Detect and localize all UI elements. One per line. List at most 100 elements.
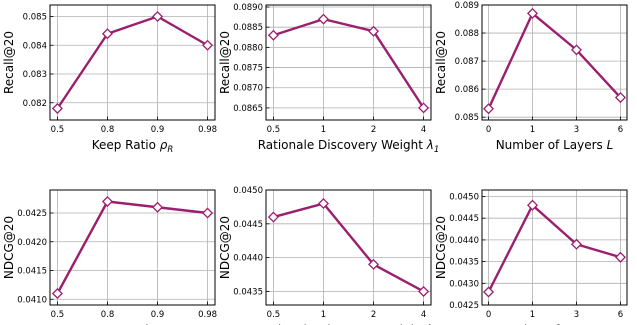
x-tick-label: 1: [321, 310, 326, 320]
data-point-marker: [483, 286, 495, 298]
y-tick-label: 0.0430: [449, 279, 479, 289]
y-tick-label: 0.0435: [233, 287, 263, 297]
axes-frame: [265, 4, 432, 121]
x-tick-label: 1: [530, 125, 535, 135]
x-axis-label: Rationale Discovery Weight λ1: [258, 323, 440, 325]
x-tick-label: 0.8: [101, 310, 115, 320]
x-axis-label: Keep Ratio ρR: [92, 138, 174, 155]
data-point-marker: [152, 10, 164, 23]
y-tick-label: 0.0880: [233, 43, 263, 53]
data-point-marker: [101, 195, 113, 208]
data-point-marker: [526, 7, 539, 19]
y-tick-label: 0.084: [23, 41, 47, 51]
y-tick-label: 0.089: [455, 1, 479, 11]
y-tick-label: 0.0875: [233, 64, 263, 74]
x-tick-label: 0: [486, 310, 491, 320]
x-tick-label: 2: [371, 310, 376, 320]
subplot-6: 0 1 3 6 0.0425 0.0430 0.0435 0.0440 0.0445 0.0450…: [434, 189, 628, 325]
y-tick-label: 0.0425: [449, 301, 479, 311]
data-point-marker: [101, 28, 113, 40]
axes-frame: [481, 189, 628, 306]
y-tick-label: 0.0410: [17, 295, 47, 305]
x-tick-label: 3: [574, 310, 579, 320]
y-axis-label: Recall@20: [2, 31, 16, 94]
x-axis-label: Rationale Discovery Weight λ1: [258, 138, 440, 155]
y-tick-label: 0.0440: [233, 254, 263, 264]
x-axis-label-subscript: R: [167, 145, 173, 155]
data-point-marker: [51, 102, 63, 115]
x-axis-label-symbol: ρ: [160, 323, 168, 325]
axes-frame: [49, 4, 216, 121]
series-line: [487, 203, 621, 293]
y-tick-label: 0.0415: [17, 267, 47, 277]
y-tick-label: 0.0450: [233, 186, 263, 196]
x-axis-label: Number of Layers L: [496, 138, 614, 152]
x-tick-label: 0.9: [151, 310, 165, 320]
y-tick-label: 0.085: [455, 113, 479, 123]
data-point-marker: [317, 198, 329, 210]
x-axis-label-symbol: L: [607, 323, 614, 325]
x-tick-label: 0.8: [101, 125, 115, 135]
y-tick-label: 0.0445: [449, 214, 479, 224]
y-tick-label: 0.0425: [17, 209, 47, 219]
x-axis-label: Keep Ratio ρR: [92, 323, 174, 325]
series-line: [273, 202, 425, 293]
subplot-3: 0 1 3 6 0.085 0.086 0.087 0.088 0.089 Number of L…: [434, 1, 628, 152]
data-point-marker: [202, 207, 214, 219]
y-axis-label: Recall@20: [434, 31, 448, 94]
y-tick-label: 0.0440: [449, 236, 479, 246]
x-tick-label: 0.5: [51, 125, 65, 135]
subplot-5: 0.5 1 2 4 0.0435 0.0440 0.0445 0.0450 Rationale …: [218, 186, 440, 325]
x-axis-label-symbol: λ: [426, 138, 434, 152]
series-line: [56, 200, 208, 295]
x-tick-label: 0.98: [198, 310, 217, 320]
data-point-marker: [614, 92, 626, 104]
y-tick-label: 0.088: [455, 29, 479, 39]
x-tick-label: 4: [421, 125, 426, 135]
x-axis-label-text: Rationale Discovery Weight: [258, 323, 427, 325]
y-axis-label: NDCG@20: [2, 216, 16, 279]
subplot-4: 0.5 0.8 0.9 0.98 0.0410 0.0415 0.0420 0.0425 Kee…: [2, 189, 217, 325]
data-point-marker: [202, 39, 214, 51]
x-axis-label-symbol: ρ: [160, 138, 168, 152]
data-point-marker: [368, 258, 380, 270]
x-tick-label: 1: [321, 125, 326, 135]
data-point-marker: [51, 287, 63, 300]
x-axis-label-text: Rationale Discovery Weight: [258, 138, 427, 152]
data-point-marker: [614, 251, 626, 263]
x-tick-label: 2: [371, 125, 376, 135]
data-point-marker: [570, 44, 583, 56]
x-tick-label: 0.98: [198, 125, 217, 135]
y-tick-label: 0.0865: [233, 104, 263, 114]
axes-frame: [481, 4, 628, 121]
x-tick-label: 1: [530, 310, 535, 320]
series-line: [273, 17, 425, 109]
x-axis-label: Number of Layers L: [496, 323, 614, 325]
data-point-marker: [526, 199, 539, 211]
x-axis-label-symbol: λ: [426, 323, 434, 325]
subplot-1: 0.5 0.8 0.9 0.98 0.082 0.083 0.084 0.085 Keep Ra…: [2, 4, 217, 155]
axes-frame: [265, 189, 432, 306]
x-tick-label: 0.9: [151, 125, 165, 135]
x-tick-label: 0: [486, 125, 491, 135]
y-tick-label: 0.085: [23, 13, 47, 23]
data-point-marker: [152, 201, 164, 213]
y-tick-label: 0.0450: [449, 193, 479, 203]
y-tick-label: 0.0435: [449, 258, 479, 268]
x-axis-label-symbol: L: [607, 138, 614, 152]
y-tick-label: 0.0420: [17, 238, 47, 248]
data-point-marker: [368, 25, 380, 37]
y-tick-label: 0.0445: [233, 220, 263, 230]
data-point-marker: [418, 285, 430, 297]
x-axis-label-text: Keep Ratio: [92, 323, 160, 325]
x-tick-label: 4: [421, 310, 426, 320]
x-axis-label-text: Number of Layers: [496, 323, 607, 325]
y-axis-label: NDCG@20: [218, 216, 232, 279]
x-tick-label: 3: [574, 125, 579, 135]
y-axis-label: Recall@20: [218, 31, 232, 94]
axes-frame: [49, 189, 216, 306]
x-tick-label: 6: [618, 125, 623, 135]
data-point-marker: [570, 238, 583, 250]
y-tick-label: 0.083: [23, 70, 47, 80]
